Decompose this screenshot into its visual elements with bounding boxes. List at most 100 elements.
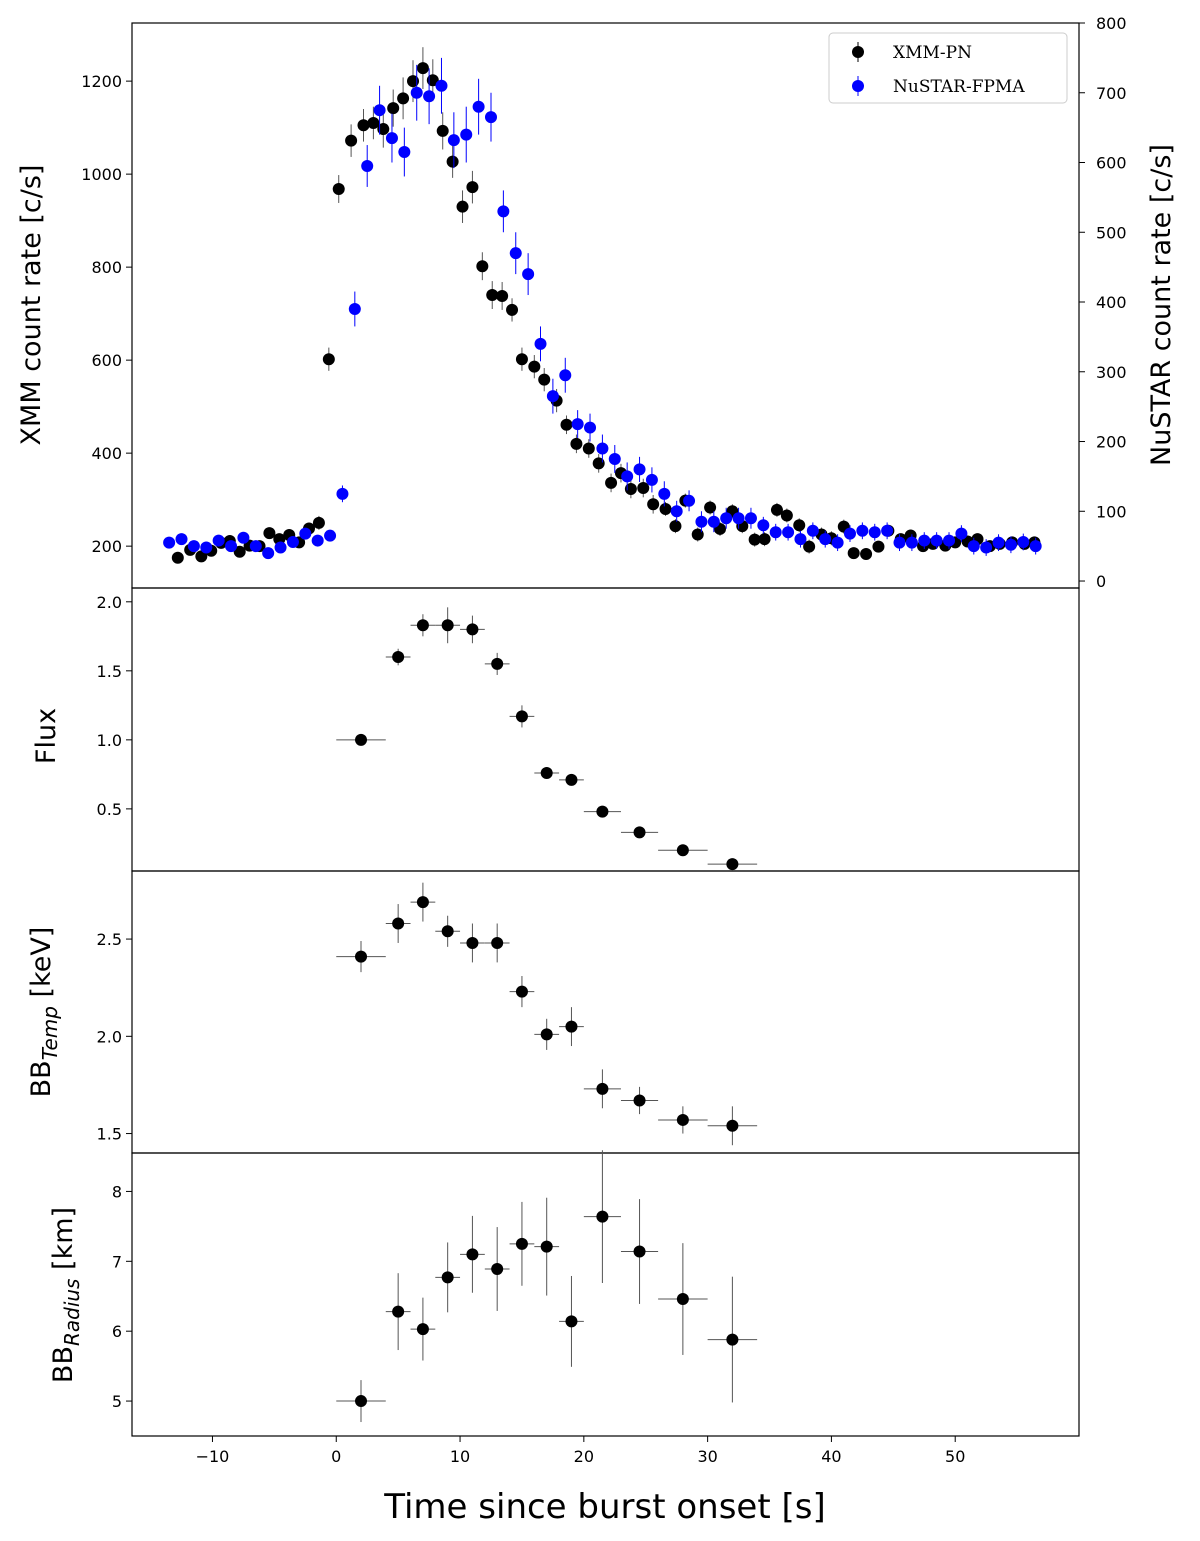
nustar-point xyxy=(732,512,745,525)
xmm-point xyxy=(528,360,541,373)
nustar-point xyxy=(645,473,658,486)
flux-point xyxy=(676,844,689,857)
bb-temp-point xyxy=(596,1082,609,1095)
xmm-point xyxy=(780,509,793,522)
nustar-ytick-label: 600 xyxy=(1096,154,1127,173)
bb-radius-point xyxy=(596,1210,609,1223)
flux-point xyxy=(596,805,609,818)
xmm-point xyxy=(387,102,400,115)
nustar-point xyxy=(769,526,782,539)
xmm-point xyxy=(637,482,650,495)
count-rate-marks xyxy=(163,47,1042,564)
bb-radius-ylabel-sub: Radius xyxy=(60,1279,84,1347)
bb-radius-point xyxy=(392,1305,405,1318)
xmm-point xyxy=(456,200,469,213)
bb-temp-ylabel: BBTemp [keV] xyxy=(26,927,62,1098)
xmm-point xyxy=(332,183,345,196)
nustar-point xyxy=(621,470,634,483)
nustar-ylabel: NuSTAR count rate [c/s] xyxy=(1146,144,1177,466)
bb-temp-ylabel-sub: Temp xyxy=(38,1006,62,1060)
nustar-point xyxy=(324,529,337,542)
nustar-point xyxy=(584,421,597,434)
nustar-point xyxy=(608,452,621,465)
xmm-point xyxy=(691,528,704,541)
nustar-point xyxy=(683,494,696,507)
nustar-point xyxy=(237,531,250,544)
xtick-label: 40 xyxy=(821,1447,841,1466)
legend-nustar-label: NuSTAR-FPMA xyxy=(893,77,1025,97)
nustar-point xyxy=(249,540,262,553)
xmm-ytick-label: 800 xyxy=(91,258,122,277)
bb-radius-panel: 5 6 7 8 BBRadius [km] −10 0 10 20 30 40 50 xyxy=(48,1150,1080,1466)
xmm-point xyxy=(367,116,380,129)
count-rate-right-ticks: 0 100 200 300 400 500 600 700 800 xyxy=(1079,14,1127,591)
xmm-point xyxy=(312,516,325,529)
xmm-point xyxy=(263,527,276,540)
bb-radius-point xyxy=(491,1262,504,1275)
bb-temp-ytick-label: 2.0 xyxy=(97,1027,122,1046)
flux-ticks: 0.5 1.0 1.5 2.0 xyxy=(97,593,132,819)
bb-radius-ytick-label: 5 xyxy=(112,1392,122,1411)
xmm-point xyxy=(803,540,816,553)
nustar-point xyxy=(522,268,535,281)
bb-radius-point xyxy=(466,1248,479,1261)
nustar-point xyxy=(893,536,906,549)
nustar-point xyxy=(1029,540,1042,553)
xmm-ytick-label: 400 xyxy=(91,444,122,463)
xtick-label: 10 xyxy=(450,1447,470,1466)
nustar-point xyxy=(200,541,213,554)
nustar-point xyxy=(980,541,993,554)
nustar-ytick-label: 700 xyxy=(1096,84,1127,103)
xmm-ytick-label: 600 xyxy=(91,351,122,370)
nustar-point xyxy=(187,540,200,553)
nustar-point xyxy=(175,533,188,546)
bb-temp-ytick-label: 1.5 xyxy=(97,1125,122,1144)
nustar-ytick-label: 100 xyxy=(1096,502,1127,521)
bb-temp-point xyxy=(355,950,368,963)
xmm-point xyxy=(476,260,489,273)
bb-radius-point xyxy=(726,1333,739,1346)
xtick-label: −10 xyxy=(196,1447,230,1466)
nustar-point xyxy=(484,111,497,124)
xmm-ylabel: XMM count rate [c/s] xyxy=(16,165,47,446)
flux-point xyxy=(392,651,405,664)
xtick-label: 0 xyxy=(331,1447,341,1466)
xmm-point xyxy=(582,442,595,455)
nustar-point xyxy=(831,536,844,549)
flux-marks xyxy=(336,607,758,871)
nustar-point xyxy=(373,104,386,117)
xmm-point xyxy=(592,457,605,470)
nustar-point xyxy=(286,535,299,548)
nustar-point xyxy=(918,534,931,547)
legend-nustar-marker xyxy=(852,80,864,92)
nustar-point xyxy=(967,540,980,553)
nustar-point xyxy=(695,515,708,528)
xmm-point xyxy=(659,502,672,515)
nustar-ytick-label: 400 xyxy=(1096,293,1127,312)
nustar-point xyxy=(509,247,522,260)
xmm-point xyxy=(345,134,358,147)
bb-temp-ylabel-main: BB xyxy=(26,1060,57,1097)
nustar-point xyxy=(905,536,918,549)
flux-point xyxy=(466,623,479,636)
nustar-point xyxy=(757,519,770,532)
legend: XMM-PN NuSTAR-FPMA xyxy=(828,32,1068,104)
nustar-point xyxy=(546,390,559,403)
xmm-point xyxy=(570,437,583,450)
bb-radius-ylabel-unit: [km] xyxy=(48,1207,79,1279)
xmm-point xyxy=(357,119,370,132)
bb-temp-marks xyxy=(336,882,758,1146)
bb-temp-ticks: 1.5 2.0 2.5 xyxy=(97,930,132,1144)
xmm-point xyxy=(515,353,528,366)
nustar-point xyxy=(274,541,287,554)
nustar-point xyxy=(212,534,225,547)
legend-xmm-label: XMM-PN xyxy=(893,43,972,63)
xmm-point xyxy=(605,476,618,489)
xmm-point xyxy=(322,353,335,366)
nustar-point xyxy=(707,515,720,528)
bb-radius-point xyxy=(565,1315,578,1328)
xmm-point xyxy=(560,418,573,431)
xtick-label: 20 xyxy=(574,1447,594,1466)
